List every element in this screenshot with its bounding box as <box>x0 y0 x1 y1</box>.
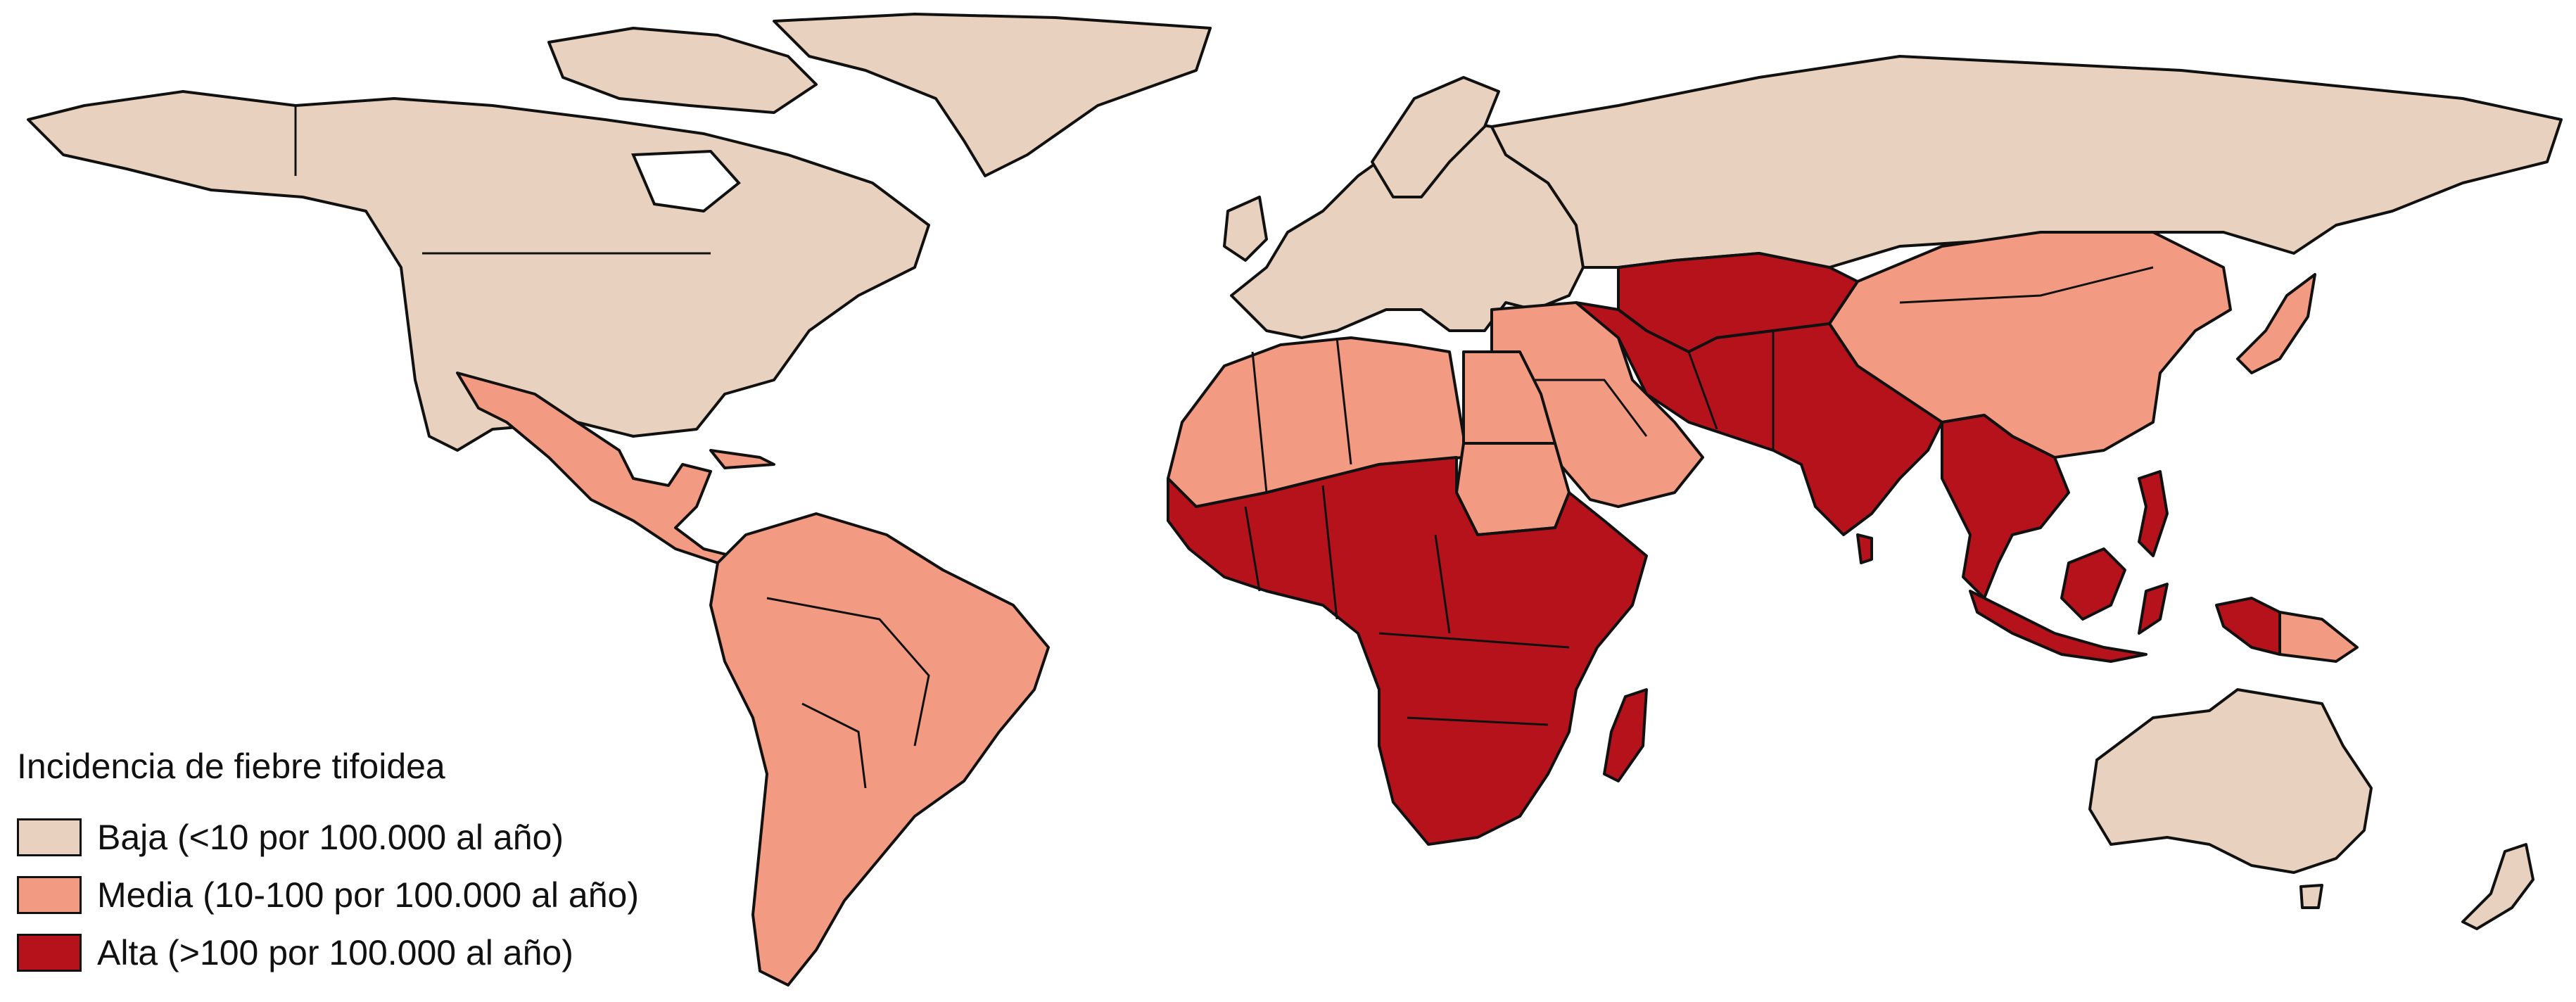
region-sub-saharan-africa <box>1167 456 1648 846</box>
region-uk <box>1223 196 1268 262</box>
legend-item-baja: Baja (<10 por 100.000 al año) <box>17 812 791 863</box>
legend-label-alta: Alta (>100 por 100.000 al año) <box>97 933 573 972</box>
region-sri-lanka <box>1856 533 1873 564</box>
legend-swatch-media <box>17 876 82 914</box>
region-philippines <box>2138 470 2169 557</box>
region-arctic-islands <box>547 27 818 114</box>
legend-title: Incidencia de fiebre tifoidea <box>17 747 445 786</box>
legend-label-baja: Baja (<10 por 100.000 al año) <box>97 818 564 857</box>
region-southeast-asia <box>1941 414 2070 600</box>
region-egypt <box>1462 350 1556 445</box>
region-borneo <box>2060 547 2126 621</box>
region-madagascar <box>1603 688 1648 782</box>
legend-label-media: Media (10-100 por 100.000 al año) <box>97 875 639 915</box>
legend-swatch-baja <box>17 818 82 856</box>
legend-swatch-alta <box>17 934 82 972</box>
region-greenland <box>773 13 1212 177</box>
region-new-guinea-west <box>2215 597 2281 656</box>
region-south-america <box>709 512 1050 987</box>
region-sulawesi <box>2138 583 2169 635</box>
region-russia <box>1490 55 2563 269</box>
region-mexico-central-america <box>456 372 733 564</box>
region-caribbean <box>709 449 775 469</box>
region-scandinavia <box>1371 76 1500 198</box>
map-legend: Incidencia de fiebre tifoidea Baja (<10 … <box>17 746 791 985</box>
region-japan <box>2236 273 2316 374</box>
legend-item-media: Media (10-100 por 100.000 al año) <box>17 870 791 920</box>
region-australia <box>2088 688 2373 874</box>
region-papua-new-guinea <box>2278 611 2359 663</box>
region-indonesia <box>1969 590 2147 663</box>
region-new-zealand <box>2461 843 2534 930</box>
legend-item-alta: Alta (>100 por 100.000 al año) <box>17 927 791 978</box>
region-tasmania <box>2299 884 2323 909</box>
region-south-asia <box>1575 301 1943 536</box>
region-sudan <box>1455 442 1571 536</box>
